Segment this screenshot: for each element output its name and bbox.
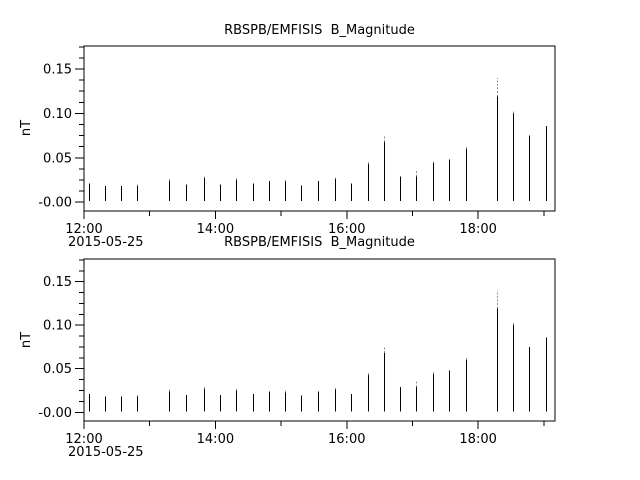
plot-box xyxy=(83,45,556,212)
plot-box xyxy=(83,258,556,422)
x-tick-label: 12:00 xyxy=(65,432,102,447)
x-tick-label: 14:00 xyxy=(197,432,234,447)
y-tick-label: 0.10 xyxy=(43,319,72,334)
panel1-y-axis-label: nT xyxy=(19,119,34,137)
panel-2: -0.00 0.05 0.10 0.15 12:00 14:00 16:00 18:00 xyxy=(38,258,556,447)
y-tick-label: -0.00 xyxy=(38,406,72,421)
y-tick-label: 0.05 xyxy=(43,362,72,377)
x-tick-label: 12:00 xyxy=(65,222,102,237)
y-tick-label: 0.05 xyxy=(43,151,72,166)
panel2-date-label: 2015-05-25 xyxy=(68,445,144,460)
y-tick-label: 0.15 xyxy=(43,275,72,290)
x-tick-label: 18:00 xyxy=(459,222,496,237)
x-tick-label: 14:00 xyxy=(197,222,234,237)
panel2-y-axis-label: nT xyxy=(19,331,34,349)
x-tick-label: 18:00 xyxy=(459,432,496,447)
y-tick-label: -0.00 xyxy=(38,196,72,211)
panel1-date-label: 2015-05-25 xyxy=(68,235,144,250)
panel2-title: RBSPB/EMFISIS B_Magnitude xyxy=(224,235,415,250)
panel1-title: RBSPB/EMFISIS B_Magnitude xyxy=(224,23,415,38)
x-tick-label: 16:00 xyxy=(328,222,365,237)
y-tick-label: 0.15 xyxy=(43,63,72,78)
y-tick-label: 0.10 xyxy=(43,107,72,122)
panel-1: -0.00 0.05 0.10 0.15 12:00 14:00 16:00 18:00 xyxy=(38,45,556,237)
x-tick-label: 16:00 xyxy=(328,432,365,447)
